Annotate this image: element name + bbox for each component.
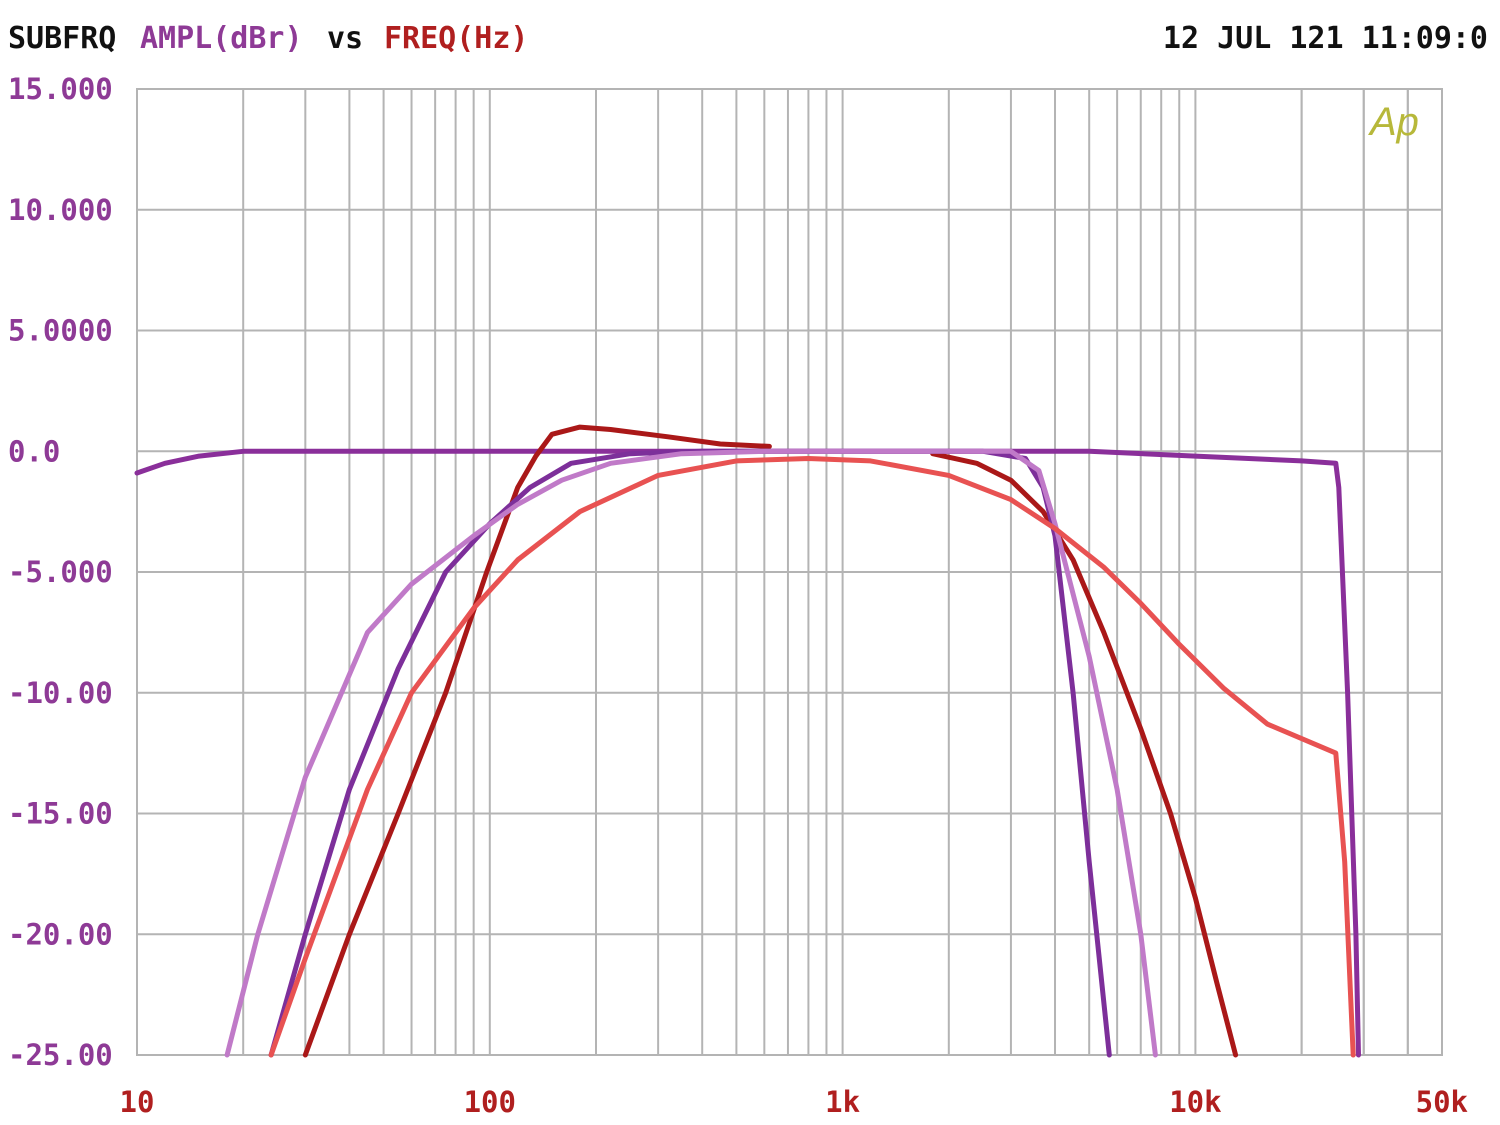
y-tick-label: -10.00 xyxy=(8,676,113,710)
header-prefix: SUBFRQ xyxy=(8,21,116,56)
x-tick-label: 1k xyxy=(825,1085,860,1119)
y-tick-label: 10.000 xyxy=(8,193,113,227)
x-tick-label: 50k xyxy=(1416,1085,1468,1119)
header-x-quantity: FREQ(Hz) xyxy=(384,21,529,56)
curve-4 xyxy=(268,448,1112,1058)
x-tick-label: 10 xyxy=(120,1085,155,1119)
header-timestamp: 12 JUL 121 11:09:0 xyxy=(1163,21,1488,56)
y-tick-label: 0.0 xyxy=(8,434,60,468)
header-y-quantity: AMPL(dBr) xyxy=(140,21,303,56)
y-tick-label: 5.0000 xyxy=(8,314,113,348)
grid xyxy=(136,88,1443,1056)
curve-6 xyxy=(268,456,1356,1058)
y-tick-labels: 15.000 10.000 5.0000 0.0 -5.000 -10.00 -15.00 -… xyxy=(8,72,113,1072)
header-vs: vs xyxy=(327,21,363,56)
x-tick-label: 10k xyxy=(1169,1085,1221,1119)
y-tick-label: 15.000 xyxy=(8,72,113,106)
y-tick-label: -5.000 xyxy=(8,555,113,589)
y-tick-label: -20.00 xyxy=(8,917,113,951)
plot-frame xyxy=(136,88,1443,1056)
curve-2 xyxy=(302,424,772,1058)
x-tick-label: 100 xyxy=(464,1085,516,1119)
curve-5 xyxy=(224,448,1158,1058)
curve-1 xyxy=(134,448,1361,1058)
curve-3 xyxy=(930,451,1239,1058)
y-tick-label: -25.00 xyxy=(8,1038,113,1072)
y-tick-label: -15.00 xyxy=(8,797,113,831)
curves xyxy=(134,424,1361,1058)
ap-logo: Ap xyxy=(1368,100,1419,144)
x-tick-labels: 10 100 1k 10k 50k xyxy=(120,1085,1468,1119)
